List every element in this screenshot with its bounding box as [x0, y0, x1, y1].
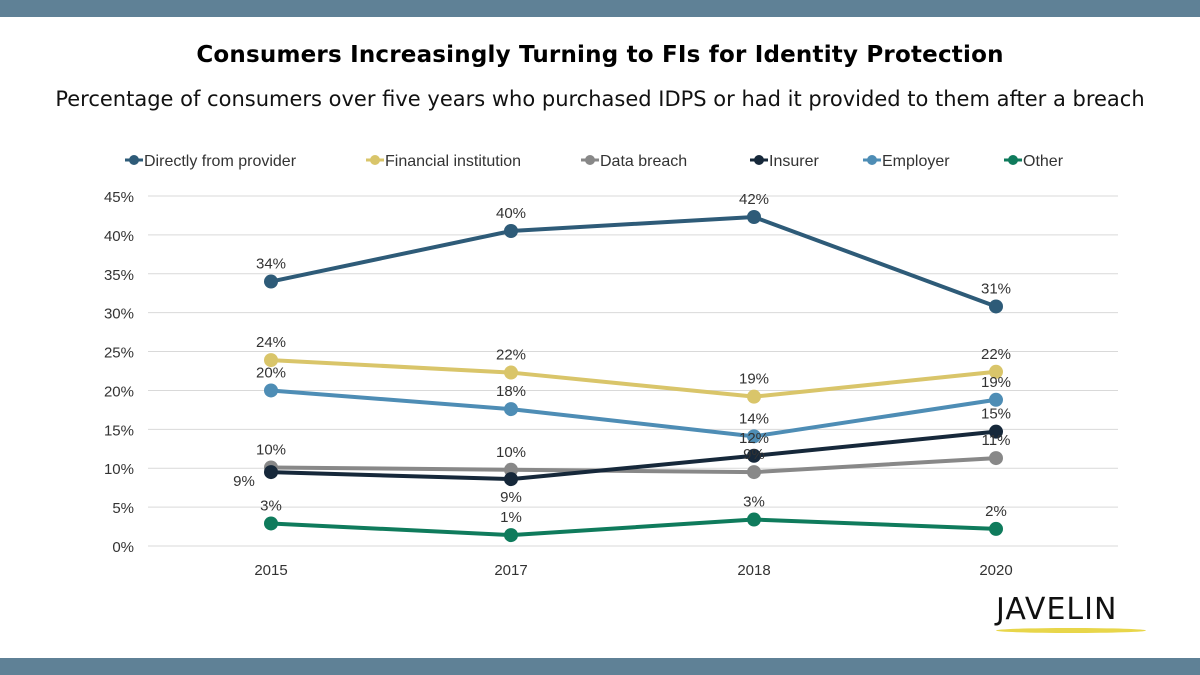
legend-swatch-marker: [370, 155, 380, 165]
series-line: [270, 456, 997, 475]
line-chart: 0% 5% 10% 15% 20% 25% 30% 35% 40% 45% 2015 2017 2018…: [104, 153, 1118, 579]
legend-entry: Employer: [882, 153, 950, 170]
y-tick-label: 0%: [112, 539, 134, 556]
data-label: 3%: [743, 494, 765, 511]
y-tick-label: 45%: [104, 189, 134, 206]
data-point: [504, 402, 518, 417]
data-point: [747, 512, 761, 527]
logo-text: JAVELIN: [996, 592, 1118, 627]
legend-entry: Data breach: [600, 153, 687, 170]
legend-swatch-marker: [129, 155, 139, 165]
data-point: [989, 424, 1003, 439]
y-tick-label: 15%: [104, 422, 134, 439]
y-tick-label: 25%: [104, 345, 134, 362]
legend-swatch-marker: [754, 155, 764, 165]
data-label: 18%: [496, 383, 526, 400]
data-label: 9%: [743, 446, 765, 463]
data-label: 10%: [496, 444, 526, 461]
data-label: 42%: [739, 191, 769, 208]
data-point: [504, 224, 518, 238]
data-point: [989, 364, 1003, 379]
bottom-band: [0, 658, 1200, 675]
data-point: [264, 383, 278, 398]
series-line: [270, 215, 997, 309]
chart-subtitle: Percentage of consumers over five years …: [55, 87, 1145, 111]
data-label: 22%: [981, 346, 1011, 363]
series-line: [270, 517, 997, 538]
data-label: 24%: [256, 334, 286, 351]
data-label: 2%: [985, 503, 1007, 520]
y-tick-label: 35%: [104, 267, 134, 284]
data-point: [264, 516, 278, 531]
data-point: [989, 299, 1003, 314]
data-point: [747, 448, 761, 463]
y-tick-label: 5%: [112, 500, 134, 517]
data-label: 3%: [260, 497, 282, 514]
x-tick-label: 2020: [979, 562, 1012, 579]
data-point: [989, 392, 1003, 407]
data-label: 9%: [233, 473, 255, 490]
series-line: [270, 388, 997, 439]
legend-swatch-marker: [1008, 155, 1018, 165]
data-label: 14%: [739, 410, 769, 427]
data-point: [989, 521, 1003, 536]
data-label: 19%: [739, 371, 769, 388]
data-point: [747, 389, 761, 404]
x-tick-label: 2018: [737, 562, 770, 579]
chart-title: Consumers Increasingly Turning to FIs fo…: [196, 42, 1004, 68]
data-label: 40%: [496, 205, 526, 222]
data-label: 22%: [496, 347, 526, 364]
y-tick-label: 10%: [104, 461, 134, 478]
data-point: [264, 274, 278, 289]
legend-swatch-marker: [585, 155, 595, 165]
data-label: 11%: [982, 432, 1011, 449]
legend-entry: Insurer: [769, 153, 819, 170]
data-label: 19%: [981, 374, 1011, 391]
data-point: [264, 465, 278, 480]
data-label: 1%: [500, 509, 522, 526]
data-label: 12%: [739, 430, 769, 447]
data-point: [504, 472, 518, 487]
top-band: [0, 0, 1200, 17]
series-line: [270, 358, 997, 399]
x-tick-label: 2017: [494, 562, 527, 579]
logo-swoosh: [996, 628, 1146, 633]
data-label: 31%: [981, 280, 1011, 297]
y-tick-label: 20%: [104, 383, 134, 400]
data-point: [504, 528, 518, 543]
data-point: [504, 365, 518, 380]
legend-entry: Other: [1023, 153, 1064, 170]
legend-swatch-marker: [867, 155, 877, 165]
legend-entry: Directly from provider: [144, 153, 297, 170]
data-point: [264, 353, 278, 368]
legend-entry: Financial institution: [385, 153, 521, 170]
data-point: [747, 465, 761, 480]
data-label: 20%: [256, 364, 286, 381]
data-label: 34%: [256, 256, 286, 273]
x-tick-label: 2015: [254, 562, 287, 579]
data-point: [747, 429, 761, 444]
y-tick-label: 40%: [104, 228, 134, 245]
y-tick-label: 30%: [104, 306, 134, 323]
series-line: [270, 429, 997, 482]
data-label: 10%: [256, 441, 286, 458]
data-label: 15%: [981, 406, 1011, 423]
data-point: [747, 210, 761, 224]
javelin-logo: JAVELIN: [996, 592, 1156, 642]
data-point: [989, 451, 1003, 466]
data-label: 9%: [500, 489, 522, 506]
